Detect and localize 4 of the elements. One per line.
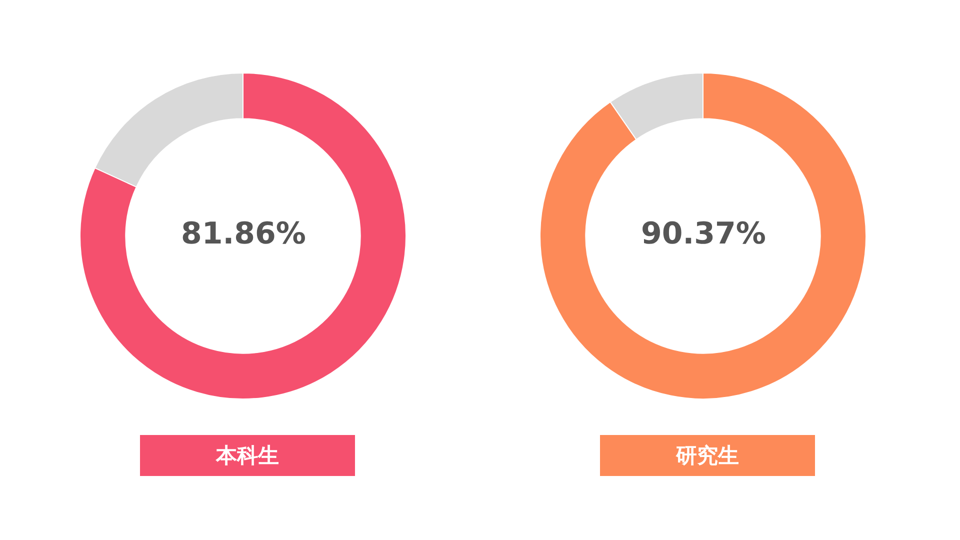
text: 90.37% <box>641 216 766 252</box>
text: 本科生 <box>215 444 279 468</box>
text: 81.86% <box>181 216 306 252</box>
text: 研究生 <box>675 444 739 468</box>
